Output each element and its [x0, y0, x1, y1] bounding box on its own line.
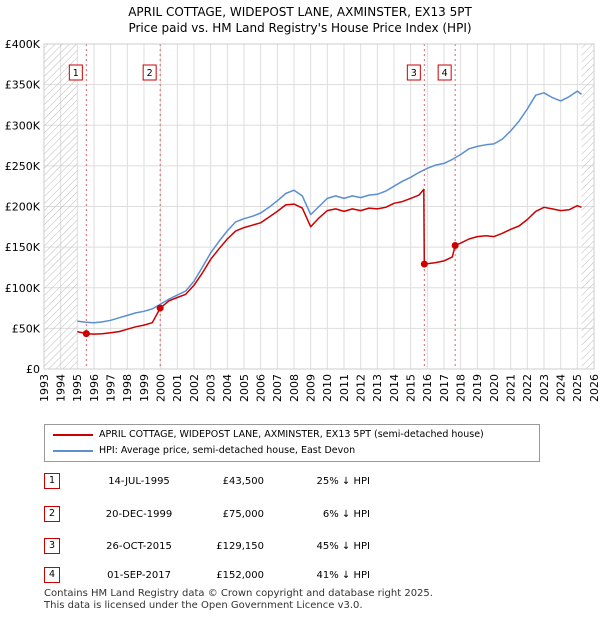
sale-price: £43,500	[222, 476, 264, 487]
table-row: 1 14-JUL-1995 £43,500 25% ↓ HPI	[44, 472, 544, 492]
y-tick-label: £150K	[5, 241, 41, 254]
x-tick-label: 2011	[338, 374, 351, 402]
price-paid-line	[77, 188, 582, 335]
sale-number-badge: 3	[44, 538, 60, 554]
x-tick-label: 1999	[138, 374, 151, 402]
x-tick-label: 2008	[288, 374, 301, 402]
x-tick-label: 2020	[488, 374, 501, 402]
price-chart: £0 £50K £100K £150K £200K £250K £300K £350K £400…	[5, 38, 600, 402]
x-tick-label: 2016	[421, 374, 434, 402]
hpi-line	[77, 90, 582, 324]
x-tick-label: 2005	[238, 374, 251, 402]
table-row: 3 26-OCT-2015 £129,150 45% ↓ HPI	[44, 537, 544, 557]
x-tick-label: 2007	[271, 374, 284, 402]
sale-number-box	[68, 64, 83, 81]
footer: Contains HM Land Registry data © Crown c…	[44, 588, 433, 612]
x-tick-label: 2015	[405, 374, 418, 402]
x-tick-label: 2002	[188, 374, 201, 402]
footer-copyright: Contains HM Land Registry data © Crown c…	[44, 588, 433, 599]
plot-border	[43, 43, 595, 370]
x-tick-label: 2001	[171, 374, 184, 402]
sale-point	[420, 260, 428, 268]
x-tick-label: 1996	[88, 374, 101, 402]
sale-number-box	[437, 64, 452, 81]
chart-subtitle: Price paid vs. HM Land Registry's House …	[128, 21, 472, 35]
sale-date: 20-DEC-1999	[105, 509, 173, 520]
legend-label-price: APRIL COTTAGE, WIDEPOST LANE, AXMINSTER,…	[99, 429, 484, 440]
legend-swatch-price	[53, 434, 93, 436]
sale-number-label: 1	[73, 68, 79, 79]
x-tick-label: 2019	[471, 374, 484, 402]
x-tick-label: 2024	[555, 374, 568, 402]
y-tick-label: £250K	[5, 160, 41, 173]
sale-date: 26-OCT-2015	[106, 541, 172, 552]
hpi-difference: 45% ↓ HPI	[316, 541, 370, 552]
sale-number-badge: 2	[44, 506, 60, 522]
hatched-region-before	[44, 44, 78, 369]
y-tick-label: £350K	[5, 79, 41, 92]
sale-price: £75,000	[222, 509, 264, 520]
x-tick-label: 2000	[155, 374, 168, 402]
y-tick-label: £100K	[5, 282, 41, 295]
x-tick-label: 2026	[588, 374, 600, 402]
table-row: 4 01-SEP-2017 £152,000 41% ↓ HPI	[44, 566, 544, 586]
sale-number-badge: 1	[44, 473, 60, 489]
legend-swatch-hpi	[53, 450, 93, 452]
x-tick-label: 2006	[255, 374, 268, 402]
x-tick-label: 2012	[355, 374, 368, 402]
legend: APRIL COTTAGE, WIDEPOST LANE, AXMINSTER,…	[44, 424, 540, 462]
x-tick-label: 2025	[571, 374, 584, 402]
sale-point	[156, 304, 164, 312]
sale-point	[451, 242, 459, 249]
y-tick-label: £300K	[5, 119, 41, 132]
y-tick-label: £0	[26, 363, 40, 376]
table-row: 2 20-DEC-1999 £75,000 6% ↓ HPI	[44, 505, 544, 525]
sale-number-label: 3	[411, 68, 417, 79]
sale-number-box	[406, 64, 421, 81]
x-tick-label: 1994	[55, 374, 68, 402]
sale-date: 14-JUL-1995	[108, 476, 170, 487]
x-tick-label: 2010	[321, 374, 334, 402]
sale-date: 01-SEP-2017	[107, 570, 171, 581]
footer-licence: This data is licensed under the Open Gov…	[44, 600, 363, 611]
sale-number-label: 2	[147, 68, 153, 79]
x-tick-label: 2018	[455, 374, 468, 402]
x-tick-label: 2023	[538, 374, 551, 402]
hpi-difference: 25% ↓ HPI	[316, 476, 370, 487]
sale-number-label: 4	[442, 68, 448, 79]
x-tick-label: 2003	[205, 374, 218, 402]
hpi-difference: 41% ↓ HPI	[316, 570, 370, 581]
sale-number-box	[142, 64, 157, 81]
x-tick-label: 1998	[121, 374, 134, 402]
x-tick-label: 2004	[221, 374, 234, 402]
sale-price: £152,000	[216, 570, 264, 581]
x-tick-label: 2017	[438, 374, 451, 402]
x-tick-label: 2014	[388, 374, 401, 402]
sale-number-badge: 4	[44, 567, 60, 583]
x-tick-label: 2021	[505, 374, 518, 402]
y-tick-label: £400K	[5, 38, 41, 51]
sale-point	[82, 330, 90, 338]
x-tick-label: 1997	[105, 374, 118, 402]
legend-label-hpi: HPI: Average price, semi-detached house,…	[99, 445, 356, 456]
hatched-region-after	[581, 44, 594, 369]
x-tick-label: 2009	[305, 374, 318, 402]
hpi-difference: 6% ↓ HPI	[322, 509, 370, 520]
chart-title: APRIL COTTAGE, WIDEPOST LANE, AXMINSTER,…	[128, 5, 472, 19]
sale-price: £129,150	[216, 541, 264, 552]
x-tick-label: 1993	[38, 374, 51, 402]
x-tick-label: 2022	[521, 374, 534, 402]
x-tick-label: 2013	[371, 374, 384, 402]
y-tick-label: £200K	[5, 201, 41, 214]
y-tick-label: £50K	[12, 322, 41, 335]
x-tick-label: 1995	[71, 374, 84, 402]
